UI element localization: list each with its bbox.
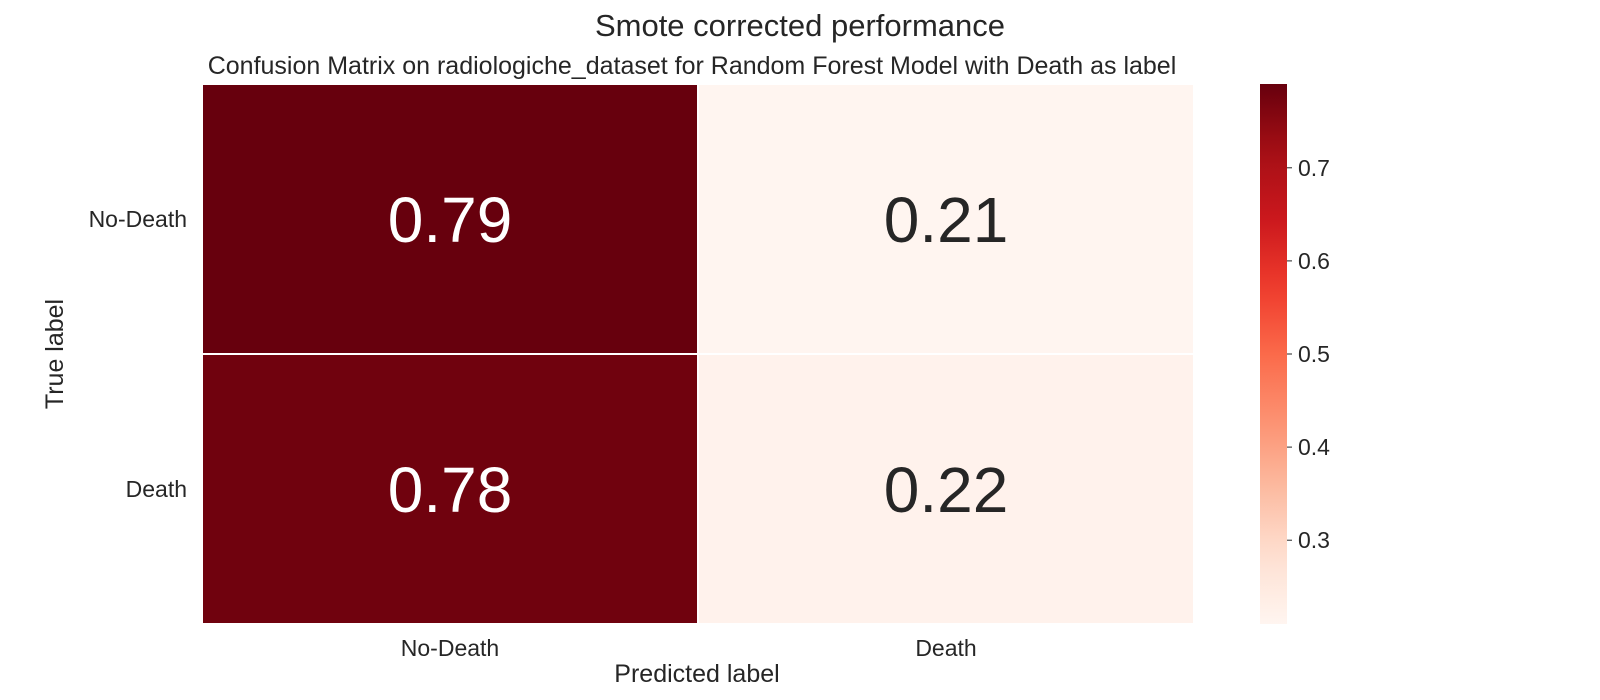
colorbar-tick-label: 0.7 bbox=[1298, 155, 1330, 181]
colorbar-tick-label: 0.3 bbox=[1298, 527, 1330, 553]
heatmap-cells bbox=[201, 83, 1195, 625]
colorbar-tick-label: 0.6 bbox=[1298, 248, 1330, 274]
x-axis-label: Predicted label bbox=[614, 660, 779, 688]
x-tick-labels: No-Death Death bbox=[401, 635, 977, 661]
cell-value-label: 0.22 bbox=[884, 454, 1009, 526]
cell-value-label: 0.21 bbox=[884, 184, 1009, 256]
chart-title: Confusion Matrix on radiologiche_dataset… bbox=[208, 52, 1177, 80]
y-tick-labels: No-Death Death bbox=[89, 206, 187, 502]
heatmap-cell bbox=[697, 353, 1195, 625]
x-tick-label: No-Death bbox=[401, 635, 499, 661]
cell-value-label: 0.78 bbox=[388, 454, 513, 526]
x-tick-label: Death bbox=[915, 635, 976, 661]
colorbar-tick-labels: 0.3 0.4 0.5 0.6 0.7 bbox=[1287, 155, 1330, 553]
heatmap-cell bbox=[201, 353, 699, 625]
colorbar bbox=[1260, 84, 1287, 624]
y-tick-label: Death bbox=[126, 476, 187, 502]
cell-value-label: 0.79 bbox=[388, 184, 513, 256]
heatmap-cell bbox=[201, 83, 699, 355]
colorbar-tick-label: 0.4 bbox=[1298, 434, 1330, 460]
y-axis-label: True label bbox=[41, 299, 69, 409]
y-tick-label: No-Death bbox=[89, 206, 187, 232]
heatmap-cell bbox=[697, 83, 1195, 355]
chart-suptitle: Smote corrected performance bbox=[595, 8, 1005, 43]
colorbar-tick-label: 0.5 bbox=[1298, 341, 1330, 367]
heatmap-cell-labels: 0.79 0.21 0.78 0.22 bbox=[388, 184, 1009, 526]
